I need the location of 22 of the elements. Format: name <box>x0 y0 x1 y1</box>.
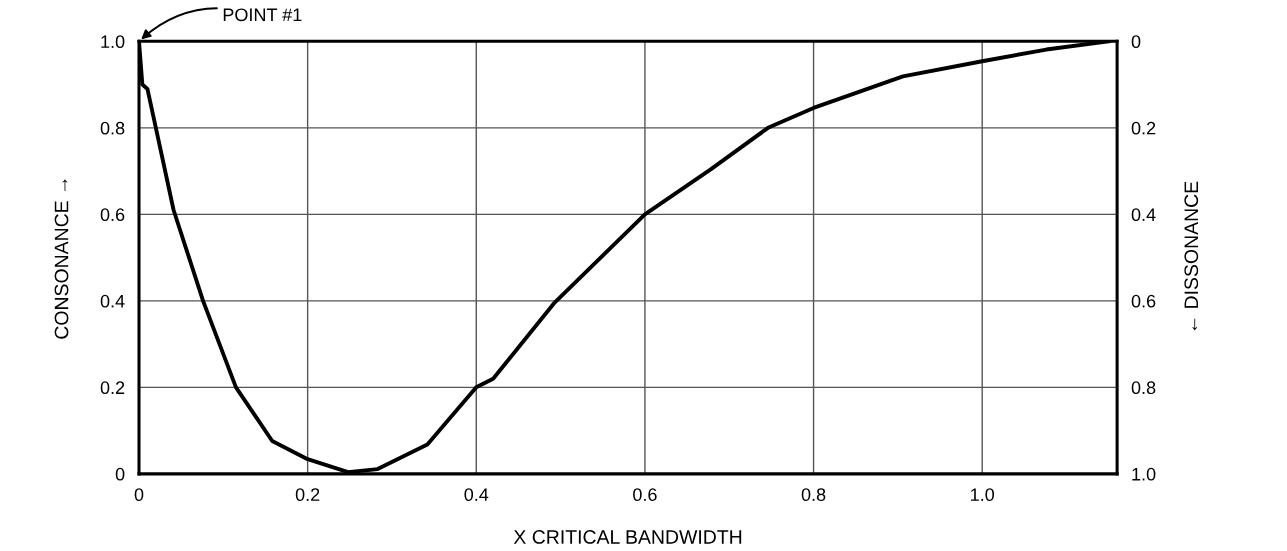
x-tick-label: 0.4 <box>464 488 489 502</box>
y-tick-label: 0.8 <box>100 121 125 135</box>
y-tick-label: 0 <box>115 467 125 481</box>
y2-tick-label: 0.6 <box>1131 294 1156 308</box>
y-axis-title: CONSONANCE → <box>54 179 69 339</box>
y2-tick-label: 0.2 <box>1131 121 1156 135</box>
y2-axis-title: ← DISSONANCE <box>1184 181 1199 331</box>
x-axis-title: X CRITICAL BANDWIDTH <box>513 530 742 544</box>
y-tick-label: 0.2 <box>100 381 125 395</box>
x-tick-label: 0.2 <box>295 488 320 502</box>
y2-tick-label: 1.0 <box>1132 467 1156 481</box>
annotation: POINT #1 <box>223 8 302 22</box>
x-tick-label: 1.0 <box>971 488 995 502</box>
x-tick-label: 0.6 <box>633 488 657 502</box>
y-tick-label: 1.0 <box>101 35 125 49</box>
y-tick-label: 0.4 <box>100 294 125 308</box>
x-tick-label: 0.8 <box>801 488 826 502</box>
y-tick-label: 0.6 <box>100 208 125 222</box>
x-tick-label: 0 <box>134 488 144 502</box>
y2-tick-label: 0 <box>1131 35 1141 49</box>
y2-tick-label: 0.8 <box>1131 381 1156 395</box>
y2-tick-label: 0.4 <box>1131 208 1156 222</box>
